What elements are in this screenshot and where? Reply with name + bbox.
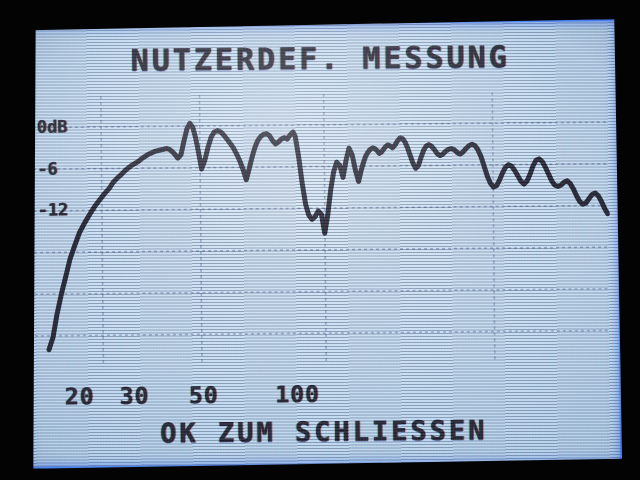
frequency-response-chart: 0dB -6 -12 xyxy=(33,91,612,365)
page-title: NUTZERDEF. MESSUNG xyxy=(130,40,510,79)
x-tick-label: 20 xyxy=(64,384,95,411)
close-hint-label[interactable]: OK ZUM SCHLIESSEN xyxy=(159,415,488,450)
x-tick-label: 30 xyxy=(119,383,150,410)
y-tick-label: -6 xyxy=(37,159,58,180)
x-tick-label: 50 xyxy=(188,383,219,410)
y-tick-label: -12 xyxy=(37,200,69,221)
response-trace-group xyxy=(47,119,609,349)
crt-screen: NUTZERDEF. MESSUNG 0dB -6 -12 20 30 50 100 OK… xyxy=(22,19,622,469)
y-tick-label: 0dB xyxy=(36,117,68,138)
x-axis-tick-labels: 20 30 50 100 xyxy=(25,379,621,419)
x-tick-label: 100 xyxy=(275,382,321,409)
chart-canvas xyxy=(33,91,612,365)
vertical-gridlines xyxy=(101,92,495,364)
